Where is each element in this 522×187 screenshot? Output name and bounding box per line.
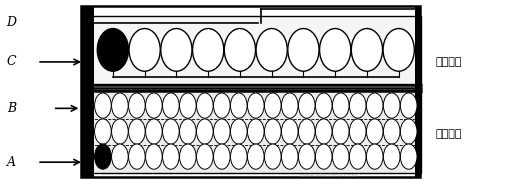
Ellipse shape [281,93,298,118]
Ellipse shape [193,29,224,71]
Ellipse shape [94,93,111,118]
Ellipse shape [265,144,281,169]
Ellipse shape [112,144,128,169]
Ellipse shape [281,119,298,144]
Ellipse shape [299,144,315,169]
Bar [414,6,420,177]
Ellipse shape [112,119,128,144]
Ellipse shape [213,119,230,144]
Ellipse shape [231,93,247,118]
Ellipse shape [247,119,264,144]
Ellipse shape [366,144,383,169]
Ellipse shape [128,93,145,118]
Ellipse shape [351,29,383,71]
Ellipse shape [299,93,315,118]
Ellipse shape [196,93,213,118]
Ellipse shape [224,29,256,71]
Ellipse shape [265,93,281,118]
Ellipse shape [162,144,179,169]
Ellipse shape [94,144,111,169]
Text: D: D [6,16,16,30]
Ellipse shape [333,93,349,118]
Ellipse shape [146,93,162,118]
Text: 二次绕组: 二次绕组 [435,57,462,67]
Ellipse shape [281,144,298,169]
Text: www.elecfans.com: www.elecfans.com [300,173,358,178]
Text: C: C [7,56,16,68]
Ellipse shape [333,144,349,169]
Ellipse shape [112,93,128,118]
Text: A: A [7,156,16,169]
Ellipse shape [146,144,162,169]
Bar [81,6,420,177]
Ellipse shape [256,29,287,71]
Text: 一次绕组: 一次绕组 [435,129,462,139]
Ellipse shape [180,93,196,118]
Ellipse shape [213,144,230,169]
Ellipse shape [383,144,400,169]
Bar [85,16,421,84]
Bar [85,90,421,173]
Ellipse shape [349,93,366,118]
Ellipse shape [319,29,351,71]
Ellipse shape [97,29,128,71]
Bar [81,6,94,177]
Ellipse shape [247,144,264,169]
Ellipse shape [400,119,417,144]
Ellipse shape [128,119,145,144]
Ellipse shape [400,93,417,118]
Ellipse shape [213,93,230,118]
Ellipse shape [315,144,332,169]
Ellipse shape [231,119,247,144]
Ellipse shape [366,119,383,144]
Ellipse shape [366,93,383,118]
Ellipse shape [349,144,366,169]
Ellipse shape [180,119,196,144]
Ellipse shape [231,144,247,169]
Ellipse shape [94,119,111,144]
Ellipse shape [128,144,145,169]
Ellipse shape [146,119,162,144]
Ellipse shape [288,29,319,71]
Ellipse shape [162,119,179,144]
Ellipse shape [129,29,160,71]
Ellipse shape [349,119,366,144]
Ellipse shape [247,93,264,118]
Ellipse shape [383,29,414,71]
Ellipse shape [162,93,179,118]
Ellipse shape [180,144,196,169]
Ellipse shape [299,119,315,144]
Ellipse shape [400,144,417,169]
Ellipse shape [161,29,192,71]
Ellipse shape [383,119,400,144]
Ellipse shape [315,93,332,118]
Ellipse shape [315,119,332,144]
Ellipse shape [333,119,349,144]
Ellipse shape [196,144,213,169]
Ellipse shape [196,119,213,144]
Ellipse shape [383,93,400,118]
Ellipse shape [265,119,281,144]
Text: B: B [7,102,16,115]
